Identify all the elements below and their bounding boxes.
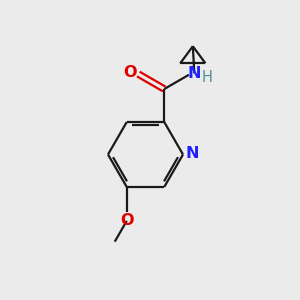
- Text: N: N: [185, 146, 199, 161]
- Text: H: H: [202, 70, 213, 85]
- Text: N: N: [188, 66, 201, 81]
- Text: O: O: [124, 65, 137, 80]
- Text: O: O: [120, 213, 134, 228]
